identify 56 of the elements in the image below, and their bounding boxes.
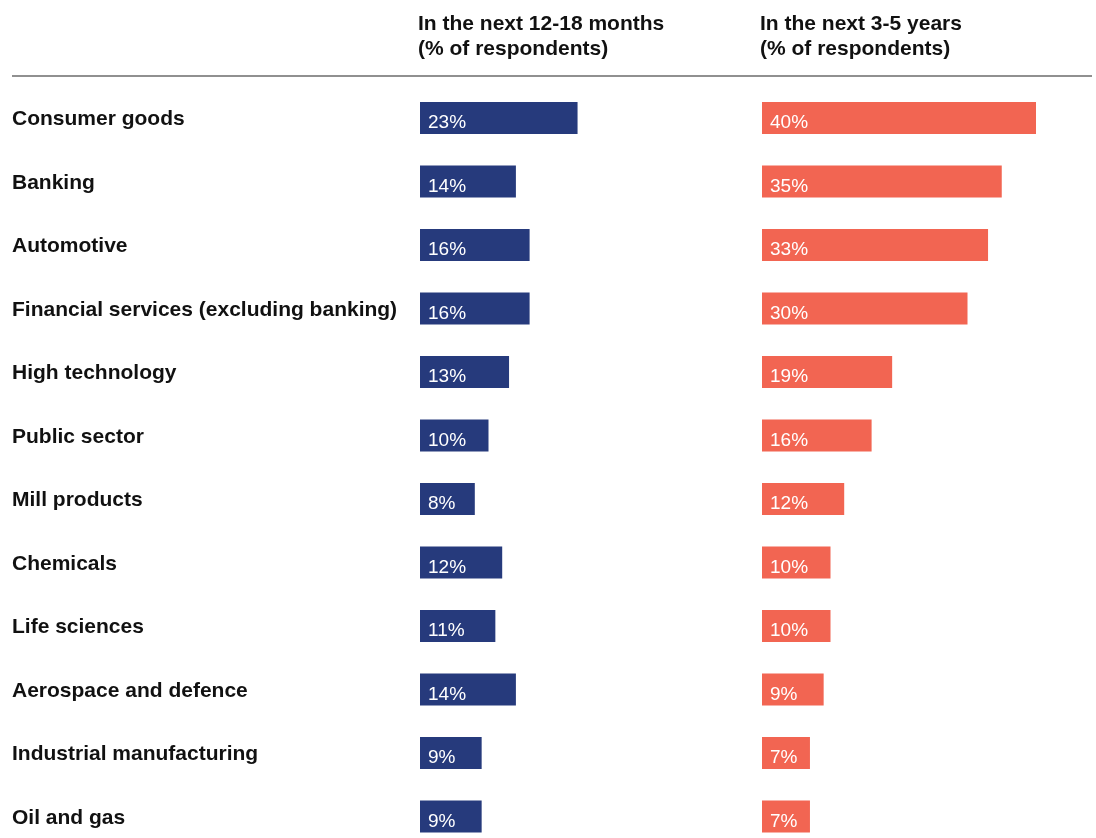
data-label: 9% (770, 682, 798, 704)
y-tick-label: Mill products (12, 487, 143, 510)
chart-title: In the next 3-5 years (% of respondents) (760, 11, 962, 59)
bar (762, 229, 989, 261)
data-label: 23% (428, 111, 467, 132)
data-label: 35% (770, 174, 809, 196)
data-label: 8% (428, 492, 456, 513)
bar (762, 165, 1002, 198)
y-tick-label: High technology (12, 360, 177, 383)
data-label: 40% (770, 111, 809, 132)
data-label: 7% (770, 746, 798, 767)
data-label: 16% (770, 428, 809, 450)
data-label: 9% (428, 809, 456, 831)
chart-title: In the next 12-18 months (% of respondents) (418, 11, 665, 59)
y-tick-label: Consumer goods (12, 106, 185, 129)
bar (420, 737, 482, 769)
y-tick-label: Public sector (12, 423, 144, 447)
bar (762, 102, 1036, 134)
data-label: 16% (428, 301, 467, 323)
bar (762, 356, 893, 388)
data-label: 13% (428, 365, 467, 386)
data-label: 10% (428, 428, 467, 450)
data-label: 9% (428, 746, 456, 767)
data-label: 10% (770, 619, 809, 640)
bar (420, 356, 510, 388)
bar (420, 546, 503, 579)
bar (420, 165, 516, 198)
data-label: 14% (428, 682, 467, 704)
bar (420, 292, 530, 325)
bar (762, 419, 872, 452)
data-label: 14% (428, 174, 467, 196)
data-label: 10% (770, 555, 809, 577)
bar (762, 292, 968, 325)
y-tick-label: Automotive (12, 233, 128, 256)
bar (420, 800, 482, 833)
data-label: 16% (428, 238, 467, 259)
bar (420, 229, 530, 261)
data-label: 11% (428, 619, 465, 640)
data-label: 33% (770, 238, 809, 259)
data-label: 12% (428, 555, 467, 577)
y-tick-label: Oil and gas (12, 804, 126, 828)
bar (420, 610, 496, 642)
bar (420, 102, 578, 134)
bar (762, 673, 824, 706)
data-label: 7% (770, 809, 798, 831)
data-label: 30% (770, 301, 809, 323)
bar (420, 673, 516, 706)
bar (762, 483, 845, 515)
y-tick-label: Aerospace and defence (12, 677, 248, 701)
y-tick-label: Banking (12, 169, 95, 193)
y-tick-label: Chemicals (12, 550, 118, 574)
y-tick-label: Life sciences (12, 614, 144, 637)
y-tick-label: Industrial manufacturing (12, 741, 259, 764)
data-label: 19% (770, 365, 809, 386)
y-tick-label: Financial services (excluding banking) (12, 296, 398, 320)
data-label: 12% (770, 492, 809, 513)
